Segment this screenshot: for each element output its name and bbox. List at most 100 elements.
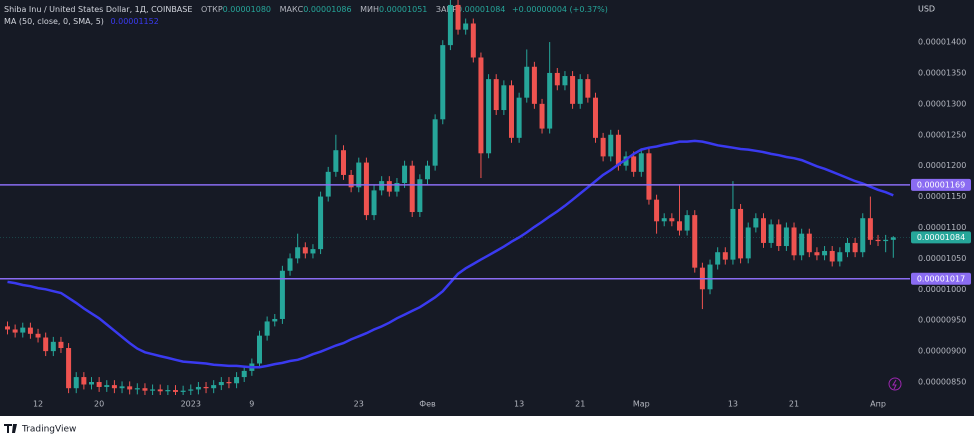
candle-body	[524, 66, 530, 98]
candle-body	[676, 221, 682, 231]
candle-body	[745, 227, 751, 259]
currency-label: USD	[918, 5, 935, 14]
candle-body	[295, 247, 301, 259]
candle-body	[272, 318, 278, 322]
alert-icon-bolt	[892, 379, 897, 390]
candle-body	[165, 390, 171, 392]
chart-background	[0, 0, 974, 416]
candle-body	[264, 321, 270, 336]
x-tick-label: 9	[249, 400, 254, 409]
candle-body	[600, 137, 606, 157]
candle-body	[707, 264, 713, 290]
candle-body	[516, 97, 522, 138]
footer-brand: TradingView	[21, 425, 76, 435]
y-tick-label: 0.00001300	[918, 99, 966, 108]
candle-body	[5, 326, 10, 330]
y-tick-label: 0.00001250	[918, 130, 966, 139]
candle-body	[722, 252, 728, 260]
close-label: ЗАКР	[436, 5, 457, 14]
candle-body	[111, 385, 117, 389]
x-tick-label: 12	[33, 400, 43, 409]
candle-body	[501, 85, 507, 111]
candle-body	[356, 162, 362, 188]
x-tick-label: 13	[728, 400, 738, 409]
alert-icon[interactable]	[888, 377, 902, 391]
y-tick-label: 0.00001050	[918, 254, 966, 263]
candle-body	[837, 252, 843, 262]
ma-legend: MA (50, close, 0, SMA, 5) 0.00001152	[4, 17, 159, 26]
y-tick-label: 0.00001000	[918, 285, 966, 294]
candle-body	[814, 252, 820, 256]
x-tick-label: 21	[789, 400, 799, 409]
candle-body	[142, 388, 148, 391]
candle-body	[348, 174, 354, 188]
candle-body	[58, 341, 64, 349]
candle-body	[585, 79, 591, 98]
candle-body	[592, 97, 598, 138]
x-tick-label: Мар	[633, 400, 650, 409]
level-tag	[911, 178, 971, 191]
x-tick-label: Апр	[870, 400, 886, 409]
candle-body	[508, 85, 514, 138]
candle-body	[432, 119, 438, 166]
candle-body	[776, 224, 782, 247]
candle-body	[883, 239, 889, 242]
candle-body	[692, 215, 698, 268]
candle-body	[646, 153, 652, 200]
low-label: МИН	[360, 5, 379, 14]
y-tick-label: 0.00000950	[918, 316, 966, 325]
candle-body	[379, 181, 385, 191]
candle-body	[402, 165, 408, 183]
candle-body	[119, 386, 125, 389]
candle-body	[890, 237, 896, 240]
candle-body	[96, 382, 102, 387]
y-tick-label: 0.00001350	[918, 68, 966, 77]
candle-body	[738, 208, 744, 259]
y-tick-label: 0.00000900	[918, 347, 966, 356]
x-tick-label: 23	[354, 400, 364, 409]
candle-body	[791, 227, 797, 256]
high-value: 0.00001086	[303, 5, 351, 14]
candle-body	[287, 258, 293, 271]
candle-body	[394, 182, 400, 192]
candle-body	[195, 386, 201, 390]
candle-body	[424, 165, 430, 180]
low-value: 0.00001051	[379, 5, 427, 14]
candle-body	[333, 150, 339, 172]
candle-body	[386, 181, 392, 192]
candle-body	[35, 333, 41, 338]
candle-body	[172, 390, 178, 392]
candle-body	[860, 218, 866, 253]
candle-body	[554, 72, 560, 86]
y-tick-label: 0.00001200	[918, 161, 966, 170]
level-label: 0.00001017	[917, 274, 965, 283]
x-tick-label: 13	[514, 400, 524, 409]
candle-body	[188, 389, 194, 391]
candle-body	[12, 329, 18, 333]
candle-body	[822, 250, 828, 256]
candle-body	[211, 385, 217, 389]
candle-body	[27, 327, 33, 334]
candle-body	[478, 57, 484, 154]
candle-body	[615, 134, 621, 166]
logo	[4, 424, 17, 433]
candle-body	[631, 156, 637, 172]
candle-body	[20, 327, 26, 333]
y-tick-label: 0.00001400	[918, 38, 966, 47]
ma-value: 0.00001152	[110, 17, 158, 26]
candle-body	[150, 389, 156, 391]
candle-body	[486, 79, 492, 154]
candle-body	[531, 66, 537, 104]
candle-body	[730, 208, 736, 260]
candle-body	[340, 150, 346, 175]
footer-background	[0, 416, 974, 438]
candle-body	[661, 218, 667, 222]
candle-body	[806, 233, 812, 253]
candle-body	[768, 224, 774, 243]
symbol: Shiba Inu / United States Dollar, 1Д, CO…	[4, 5, 192, 14]
candle-body	[371, 190, 377, 216]
candle-body	[203, 386, 209, 389]
candle-body	[577, 79, 583, 104]
